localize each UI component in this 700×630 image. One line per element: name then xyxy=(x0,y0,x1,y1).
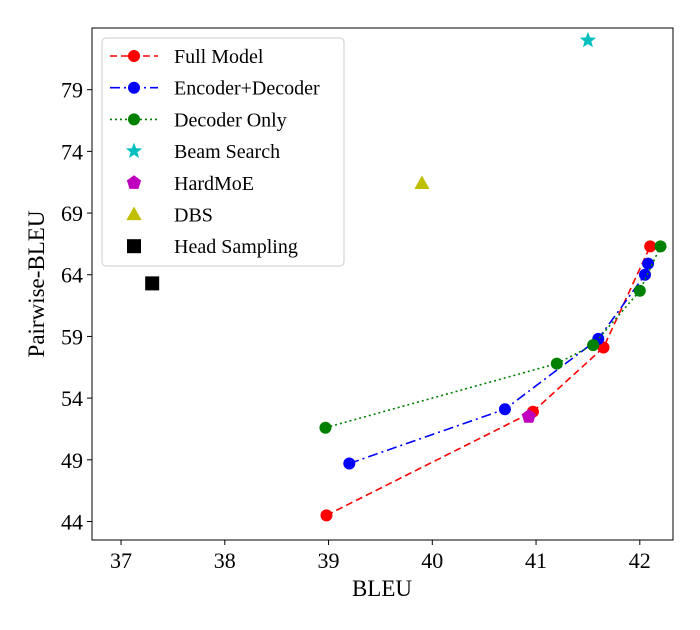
legend-label-beam_search: Beam Search xyxy=(174,141,280,163)
x-tick-label: 37 xyxy=(110,548,132,573)
series-head_sampling xyxy=(145,276,160,291)
legend-item-beam_search: Beam Search xyxy=(125,141,280,163)
legend-marker-encoder_decoder xyxy=(128,81,140,94)
beam_search-point xyxy=(579,31,597,48)
encoder_decoder-point xyxy=(343,457,356,470)
head_sampling-point xyxy=(145,276,160,291)
legend-label-head_sampling: Head Sampling xyxy=(174,236,298,258)
legend-item-hardmoe: HardMoE xyxy=(126,173,254,195)
legend-item-head_sampling: Head Sampling xyxy=(127,236,298,258)
decoder_only-point xyxy=(587,339,600,352)
y-tick-label: 64 xyxy=(61,263,83,288)
encoder_decoder-point xyxy=(638,268,651,281)
series-dbs xyxy=(414,175,430,190)
x-tick-label: 38 xyxy=(214,548,236,573)
decoder_only-point xyxy=(319,421,332,434)
y-axis-label: Pairwise-BLEU xyxy=(24,210,49,357)
x-tick-label: 39 xyxy=(318,548,340,573)
x-axis-label: BLEU xyxy=(352,576,412,601)
y-tick-label: 59 xyxy=(61,324,83,349)
y-axis: 44 49 54 59 64 69 74 79 xyxy=(61,78,92,534)
y-tick-label: 44 xyxy=(61,509,83,534)
y-tick-label: 79 xyxy=(61,78,83,103)
series-hardmoe xyxy=(521,409,536,423)
decoder_only-point xyxy=(654,240,667,253)
legend-item-full_model: Full Model xyxy=(110,46,264,68)
series-layer xyxy=(145,31,667,522)
legend-marker-hardmoe xyxy=(126,175,142,189)
legend-label-dbs: DBS xyxy=(174,205,213,227)
legend-item-decoder_only: Decoder Only xyxy=(110,109,287,131)
x-axis: 37 38 39 40 41 42 xyxy=(110,540,651,573)
legend-marker-full_model xyxy=(128,50,140,62)
encoder_decoder-point xyxy=(498,403,511,416)
series-beam_search xyxy=(579,31,597,48)
legend-frame xyxy=(101,37,345,267)
series-encoder_decoder xyxy=(343,257,655,470)
x-tick-label: 42 xyxy=(629,548,651,573)
decoder_only-point xyxy=(633,284,646,297)
legend-item-dbs: DBS xyxy=(126,205,213,227)
legend-marker-head_sampling xyxy=(127,239,141,254)
legend-item-encoder_decoder: Encoder+Decoder xyxy=(110,78,320,100)
hardmoe-point xyxy=(521,409,536,423)
series-decoder_only xyxy=(319,240,667,434)
x-tick-label: 41 xyxy=(525,548,547,573)
legend-label-encoder_decoder: Encoder+Decoder xyxy=(174,78,320,100)
y-tick-label: 74 xyxy=(61,139,83,164)
legend: Full Model Encoder+Decoder Decoder Only Bea… xyxy=(101,37,345,267)
legend-label-decoder_only: Decoder Only xyxy=(174,109,287,131)
x-tick-label: 40 xyxy=(421,548,443,573)
y-tick-label: 69 xyxy=(61,201,83,226)
legend-marker-dbs xyxy=(126,206,142,221)
full_model-point xyxy=(644,240,657,253)
legend-label-hardmoe: HardMoE xyxy=(174,173,254,195)
decoder_only-point xyxy=(550,357,563,370)
full_model-point xyxy=(597,341,610,354)
y-tick-label: 54 xyxy=(61,386,83,411)
legend-marker-decoder_only xyxy=(128,113,140,126)
legend-label-full_model: Full Model xyxy=(174,46,264,68)
encoder_decoder-point xyxy=(642,257,655,270)
full_model-point xyxy=(320,509,333,522)
legend-marker-beam_search xyxy=(125,142,143,158)
dbs-point xyxy=(414,175,430,190)
y-tick-label: 49 xyxy=(61,448,83,473)
full_model-line xyxy=(326,246,651,517)
